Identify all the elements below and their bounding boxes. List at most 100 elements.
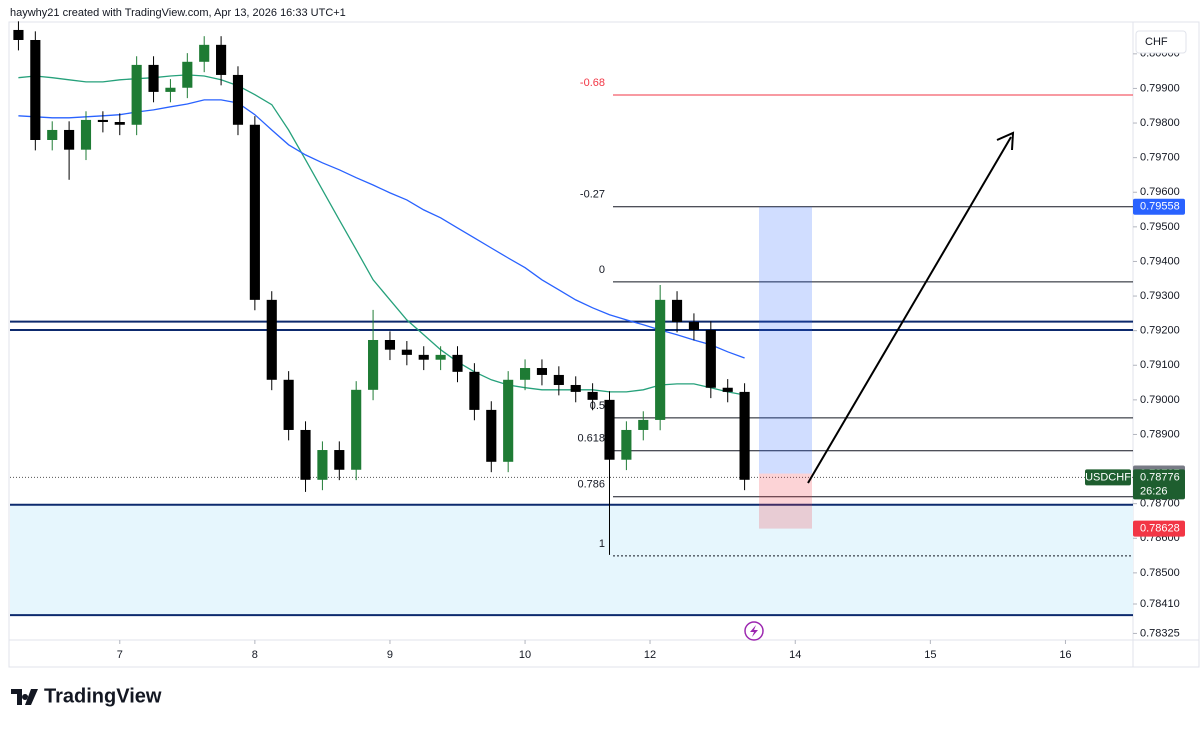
x-tick-label: 7 [117, 649, 123, 661]
candle-body [64, 129, 75, 150]
candle-body [47, 129, 58, 140]
candle-body [13, 29, 24, 40]
candle-body [300, 429, 311, 480]
zones: -0.68 -0.27 0 0.5 0.618 0.786 1 [10, 77, 1133, 617]
candle-body [739, 391, 750, 480]
candle-body [553, 374, 564, 385]
candle-body [638, 419, 649, 430]
candle-body [519, 368, 531, 380]
credit: haywhy21 created with TradingView.com, A… [10, 7, 346, 19]
candle-body [401, 349, 412, 355]
stop-badge [1133, 520, 1185, 537]
y-tick-label: 0.79100 [1140, 359, 1180, 371]
x-tick-label: 15 [924, 649, 936, 661]
projection-arrow [807, 136, 1012, 484]
candle-body [351, 389, 362, 470]
candle-body [604, 399, 615, 460]
candle-body [435, 354, 446, 360]
candle-body [705, 329, 716, 388]
arrow-head [996, 131, 1015, 151]
y-tick-label: 0.79800 [1140, 117, 1180, 129]
candle-body [317, 450, 328, 480]
candle-body [621, 429, 632, 460]
candle-body [452, 354, 463, 372]
brand: TradingView [44, 685, 162, 707]
candle-body [283, 379, 294, 430]
y-tick-label: 0.79600 [1140, 186, 1180, 198]
x-tick-label: 12 [644, 649, 656, 661]
fib-label: 0.786 [577, 479, 605, 491]
fib-label: 0.618 [577, 433, 605, 445]
candle-body [131, 64, 142, 125]
fib-label: 0 [599, 264, 605, 276]
last-price-label: 0.78776 [1140, 471, 1180, 483]
x-tick-label: 10 [519, 649, 531, 661]
candle-body [182, 61, 193, 88]
candle-body [30, 39, 41, 140]
candle-body [671, 299, 683, 323]
target-box [759, 206, 812, 474]
candle-body [199, 44, 210, 62]
y-tick-label: 0.79300 [1140, 290, 1180, 302]
candle-body [536, 368, 548, 375]
fib-label: -0.68 [580, 77, 605, 89]
candle-body [486, 409, 497, 462]
target-badge-label: 0.79558 [1140, 201, 1180, 213]
candle-body [334, 450, 345, 470]
candle-body [688, 322, 699, 330]
y-tick-label: 0.79400 [1140, 255, 1180, 267]
candle-body [587, 391, 598, 400]
symbol-badge [1085, 469, 1131, 486]
candle-body [503, 379, 514, 462]
countdown: 26:26 [1140, 485, 1168, 497]
x-tick-label: 9 [387, 649, 393, 661]
candle-body [655, 299, 666, 420]
y-tick-label: 0.79200 [1140, 325, 1180, 337]
y-tick-label: 0.79900 [1140, 82, 1180, 94]
y-tick-label: 0.78900 [1140, 428, 1180, 440]
fib-label: -0.27 [580, 189, 605, 201]
last-price-badge [1133, 469, 1185, 500]
candle-body [165, 87, 176, 92]
candle-body [114, 122, 125, 125]
candle-body [384, 339, 396, 350]
candle-body [148, 64, 159, 92]
frame [8, 21, 1200, 668]
candle-body [80, 119, 92, 150]
y-tick-label: 0.78325 [1140, 627, 1180, 639]
fib-label: 0.5 [590, 400, 605, 412]
candle-body [469, 371, 480, 410]
stop-box [759, 473, 812, 529]
x-tick-label: 14 [789, 649, 801, 661]
axes: 0.800000.799000.798000.797000.796000.795… [117, 48, 1180, 661]
candle-body [722, 387, 733, 392]
y-tick-label: 0.78500 [1140, 567, 1180, 579]
candle-body [266, 299, 277, 380]
brand-logo: TradingView [11, 685, 162, 707]
support-zone [10, 504, 1133, 616]
candle-body [570, 384, 581, 392]
fib-label: 1 [599, 538, 605, 550]
candle-body [368, 339, 379, 390]
y-tick-label: 0.78700 [1140, 498, 1180, 510]
drawings [744, 131, 1015, 641]
symbol: USDCHF [1085, 471, 1131, 483]
y-tick-label: 0.78410 [1140, 598, 1180, 610]
target-badge [1133, 198, 1185, 215]
candle-body [249, 124, 260, 300]
candle-body [418, 354, 429, 360]
currency: CHF [1145, 36, 1168, 48]
y-tick-label: 0.79700 [1140, 152, 1180, 164]
y-tick-label: 0.79000 [1140, 394, 1180, 406]
y-tick-label: 0.79500 [1140, 221, 1180, 233]
candle-body [232, 74, 244, 125]
x-tick-label: 8 [252, 649, 258, 661]
stop-badge-label: 0.78628 [1140, 522, 1180, 534]
event-bolt [750, 625, 758, 637]
candles [13, 21, 750, 555]
currency-box[interactable] [1135, 30, 1187, 54]
logo-mark [11, 689, 38, 705]
